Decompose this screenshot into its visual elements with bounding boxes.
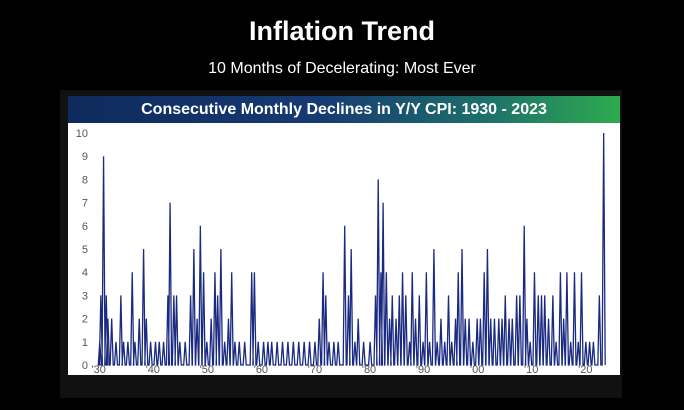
x-tick-label: '40 xyxy=(146,364,160,375)
x-tick-label: '20 xyxy=(578,364,592,375)
chart-title: Consecutive Monthly Declines in Y/Y CPI:… xyxy=(68,96,620,123)
y-tick-label: 7 xyxy=(82,198,88,210)
y-tick-label: 2 xyxy=(82,314,88,326)
x-tick-label: '00 xyxy=(470,364,484,375)
y-tick-label: 5 xyxy=(82,244,88,256)
x-tick-label: '90 xyxy=(416,364,430,375)
y-tick-label: 3 xyxy=(82,290,88,302)
y-tick-label: 10 xyxy=(76,128,88,140)
y-tick-label: 8 xyxy=(82,174,88,186)
x-axis: '30 '40 '50 '60 '70 '80 '90 '00 '10 '20 xyxy=(92,364,593,375)
y-tick-label: 1 xyxy=(82,337,88,349)
x-tick-label: '80 xyxy=(362,364,376,375)
x-tick-label: '10 xyxy=(524,364,538,375)
chart-plot: 0 1 2 3 4 5 6 7 8 9 10 '30 '40 '50 '60 '70 '80 '90 '00 '10… xyxy=(68,123,620,375)
y-tick-label: 4 xyxy=(82,267,88,279)
page-subtitle: 10 Months of Decelerating: Most Ever xyxy=(208,60,476,77)
x-tick-label: '70 xyxy=(308,364,322,375)
page-title: Inflation Trend xyxy=(249,16,435,46)
series-line xyxy=(97,132,606,366)
y-axis: 0 1 2 3 4 5 6 7 8 9 10 xyxy=(76,128,88,372)
y-tick-label: 0 xyxy=(82,360,88,372)
y-tick-label: 9 xyxy=(82,151,88,163)
x-tick-label: '60 xyxy=(254,364,268,375)
x-tick-label: '30 xyxy=(92,364,106,375)
y-tick-label: 6 xyxy=(82,221,88,233)
x-tick-label: '50 xyxy=(200,364,214,375)
